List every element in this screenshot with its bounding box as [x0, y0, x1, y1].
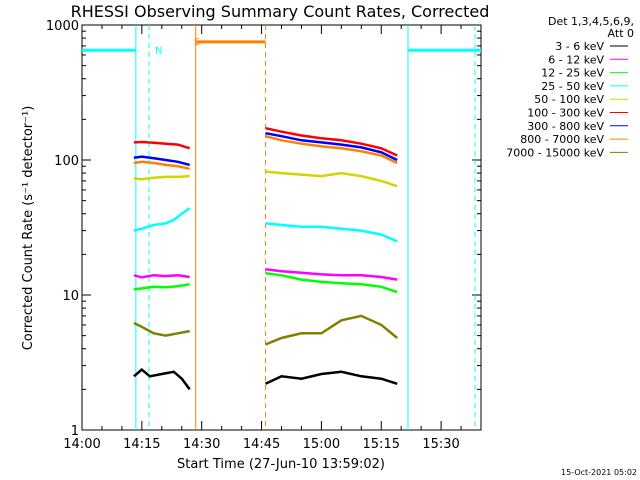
x-tick-label: 14:00	[63, 437, 100, 452]
series-line	[133, 321, 190, 337]
series-line	[133, 140, 191, 150]
series-line	[133, 207, 191, 232]
chart-title: RHESSI Observing Summary Count Rates, Co…	[71, 2, 490, 21]
series-line	[265, 126, 398, 157]
series-line	[265, 170, 398, 188]
series-line	[133, 174, 190, 181]
legend-header: Det 1,3,4,5,6,9,Att 0	[548, 15, 634, 40]
legend-entry-label: 50 - 100 keV	[534, 93, 604, 106]
x-axis: 14:00 14:15 14:30 14:45 15:00 15:15 15:30	[63, 25, 482, 452]
series-line	[133, 160, 190, 171]
interval-label: S	[194, 37, 200, 48]
legend-entry-label: 800 - 7000 keV	[520, 133, 604, 146]
legend-header-line: Det 1,3,4,5,6,9,	[548, 15, 634, 28]
x-tick-label: 15:30	[422, 437, 459, 452]
y-tick-label: 1000	[46, 19, 79, 34]
series-line	[264, 370, 398, 385]
y-axis-label: Corrected Count Rate (s⁻¹ detector⁻¹)	[21, 106, 36, 351]
series-line	[265, 131, 398, 162]
x-tick-label: 15:00	[303, 437, 340, 452]
y-axis: 1 10 100 1000	[46, 19, 481, 439]
legend-entry-label: 6 - 12 keV	[548, 53, 604, 66]
series-line	[133, 155, 191, 167]
series-line	[265, 268, 398, 281]
y-tick-label: 10	[62, 289, 79, 304]
series-line	[133, 283, 190, 291]
legend-entry-label: 3 - 6 keV	[555, 40, 604, 53]
legend-entry-label: 300 - 800 keV	[527, 120, 604, 133]
series-line	[265, 271, 398, 294]
legend-entry-label: 12 - 25 keV	[541, 67, 604, 80]
footer-date: 15-Oct-2021 05:02	[561, 468, 637, 477]
y-tick-label: 1	[71, 424, 79, 439]
x-tick-label: 14:45	[243, 437, 280, 452]
series-line	[265, 222, 398, 243]
series-line	[133, 367, 191, 391]
y-tick-label: 100	[54, 154, 79, 169]
x-tick-label: 14:30	[183, 437, 220, 452]
series-layer	[133, 126, 398, 391]
x-tick-label: 14:15	[123, 437, 160, 452]
series-line	[133, 274, 190, 279]
series-line	[265, 314, 398, 346]
legend-header-line: Att 0	[608, 27, 634, 40]
legend-entry-label: 25 - 50 keV	[541, 80, 604, 93]
x-tick-label: 15:15	[363, 437, 400, 452]
x-axis-label: Start Time (27-Jun-10 13:59:02)	[177, 457, 385, 472]
legend-entry-label: 100 - 300 keV	[527, 107, 604, 120]
series-line	[265, 134, 398, 165]
legend-entry-label: 7000 - 15000 keV	[506, 146, 604, 159]
interval-label: N	[155, 45, 162, 56]
